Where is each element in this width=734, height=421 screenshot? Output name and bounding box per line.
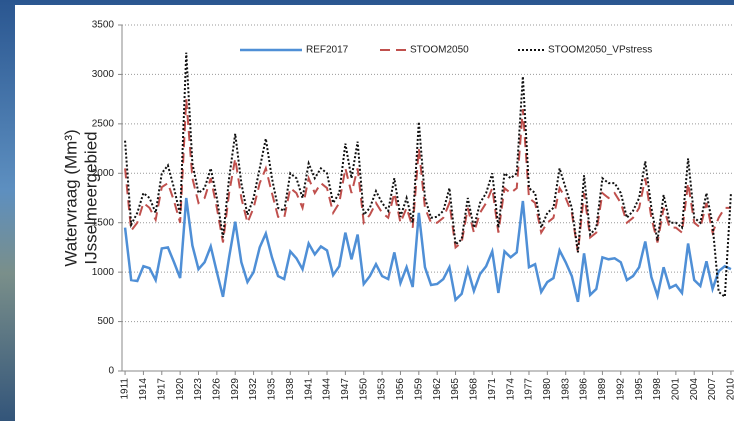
x-tick-label: 1923	[193, 378, 204, 401]
x-tick-label: 2007	[707, 378, 718, 401]
x-tick-label: 1935	[267, 378, 278, 401]
x-tick-label: 1938	[285, 378, 296, 401]
y-tick-label: 1000	[92, 267, 115, 278]
x-tick-label: 1941	[303, 378, 314, 401]
x-tick-label: 1959	[413, 378, 424, 401]
x-tick-label: 1917	[156, 378, 167, 401]
x-tick-label: 1914	[138, 378, 149, 401]
x-tick-label: 1983	[560, 378, 571, 401]
y-tick-label: 3000	[92, 69, 115, 80]
y-tick-label: 1500	[92, 217, 115, 228]
x-tick-label: 1992	[615, 378, 626, 401]
x-tick-label: 1962	[432, 378, 443, 401]
y-axis-title: Watervraag (Mm³)	[61, 129, 80, 266]
x-tick-label: 1995	[634, 378, 645, 401]
x-tick-label: 1971	[487, 378, 498, 401]
x-tick-label: 1968	[469, 378, 480, 401]
legend-label: STOOM2050	[410, 45, 469, 56]
x-tick-label: 1998	[652, 378, 663, 401]
x-tick-label: 1980	[542, 378, 553, 401]
x-tick-label: 1932	[248, 378, 259, 401]
x-tick-label: 1974	[505, 378, 516, 401]
chart: Watervraag (Mm³) IJsselmeergebied 0 500 10…	[0, 0, 734, 421]
x-tick-label: 1920	[175, 378, 186, 401]
x-tick-label: 1986	[579, 378, 590, 401]
x-tick-label: 1965	[450, 378, 461, 401]
y-tick-label: 0	[108, 366, 114, 377]
x-tick-label: 2001	[671, 378, 682, 401]
x-tick-label: 2004	[689, 378, 700, 401]
x-tick-label: 1956	[395, 378, 406, 401]
y-tick-label: 3500	[92, 20, 115, 31]
legend-label: STOOM2050_VPstress	[548, 45, 652, 56]
y-tick-label: 2500	[92, 118, 115, 129]
chart-area	[15, 5, 734, 421]
x-tick-label: 1953	[377, 378, 388, 401]
page: Watervraag (Mm³) IJsselmeergebied 0 500 10…	[0, 0, 734, 421]
x-tick-label: 1926	[212, 378, 223, 401]
legend-label: REF2017	[306, 45, 349, 56]
x-tick-label: 1947	[340, 378, 351, 401]
x-tick-label: 1911	[120, 378, 131, 400]
y-tick-label: 2000	[92, 168, 115, 179]
x-tick-label: 1950	[358, 378, 369, 401]
x-tick-label: 2010	[726, 378, 734, 401]
x-tick-label: 1977	[524, 378, 535, 401]
y-axis-title: IJsselmeergebied	[81, 131, 100, 264]
x-tick-label: 1944	[322, 378, 333, 401]
x-tick-label: 1929	[230, 378, 241, 401]
y-tick-label: 500	[97, 316, 114, 327]
x-tick-label: 1989	[597, 378, 608, 401]
